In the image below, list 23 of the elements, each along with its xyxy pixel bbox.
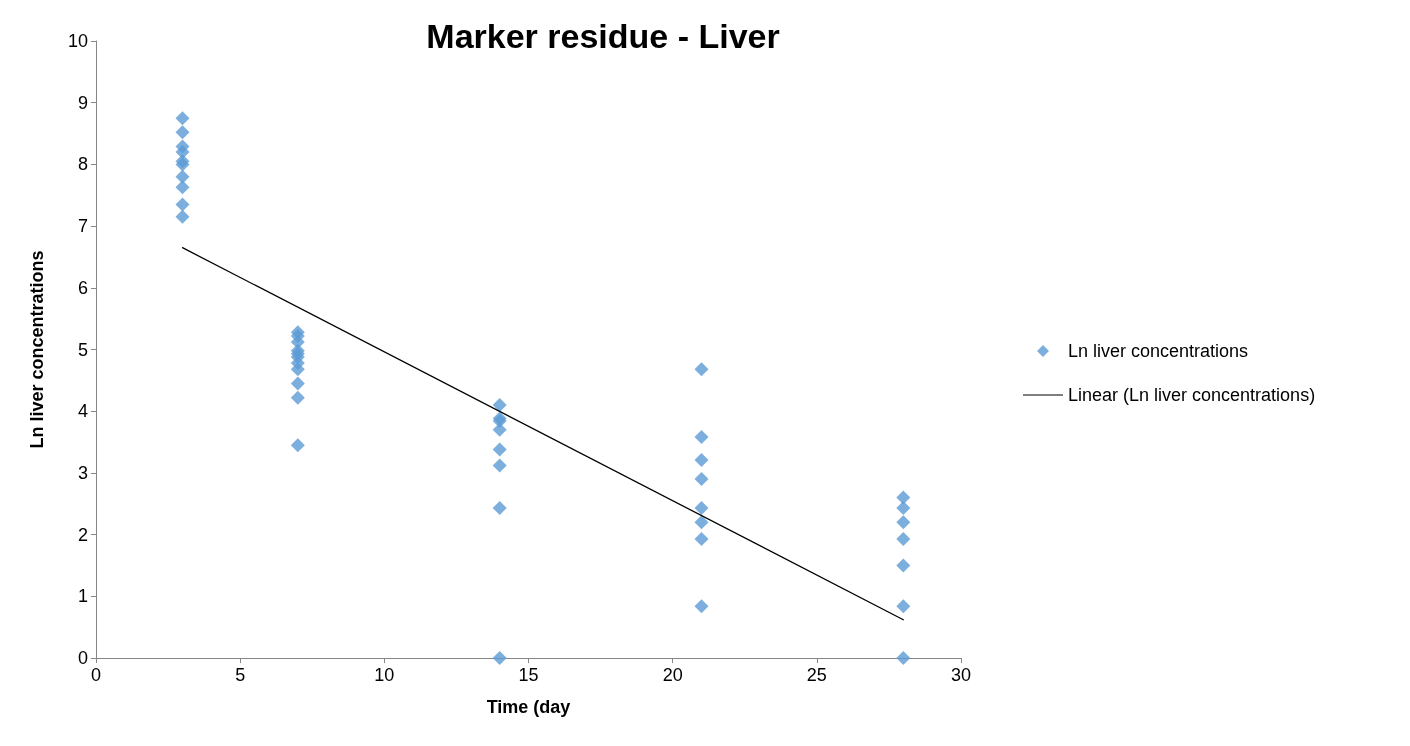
y-tick-label: 0 bbox=[77, 648, 88, 668]
legend-label: Linear (Ln liver concentrations) bbox=[1068, 385, 1316, 405]
y-tick-label: 9 bbox=[77, 92, 88, 113]
x-tick-label: 0 bbox=[90, 665, 102, 685]
y-tick-label: 2 bbox=[77, 524, 88, 545]
x-tick-label: 10 bbox=[374, 665, 395, 685]
y-tick-label: 10 bbox=[67, 31, 88, 51]
x-tick-label: 20 bbox=[662, 665, 683, 685]
y-tick-label: 4 bbox=[77, 401, 88, 422]
y-tick-label: 1 bbox=[77, 586, 88, 607]
x-tick-label: 15 bbox=[518, 665, 539, 685]
x-axis-title: Time (day bbox=[486, 697, 571, 717]
chart-title: Marker residue - Liver bbox=[426, 17, 780, 55]
y-tick-label: 7 bbox=[77, 216, 88, 237]
y-tick-label: 3 bbox=[77, 462, 88, 483]
x-tick-label: 5 bbox=[235, 665, 246, 685]
legend-label: Ln liver concentrations bbox=[1068, 341, 1249, 361]
y-axis-title: Ln liver concentrations bbox=[27, 250, 47, 449]
x-tick-label: 25 bbox=[806, 665, 827, 685]
y-tick-label: 8 bbox=[77, 154, 88, 175]
y-tick-label: 6 bbox=[77, 277, 88, 298]
y-tick-label: 5 bbox=[77, 339, 88, 360]
x-tick-label: 30 bbox=[950, 665, 972, 685]
